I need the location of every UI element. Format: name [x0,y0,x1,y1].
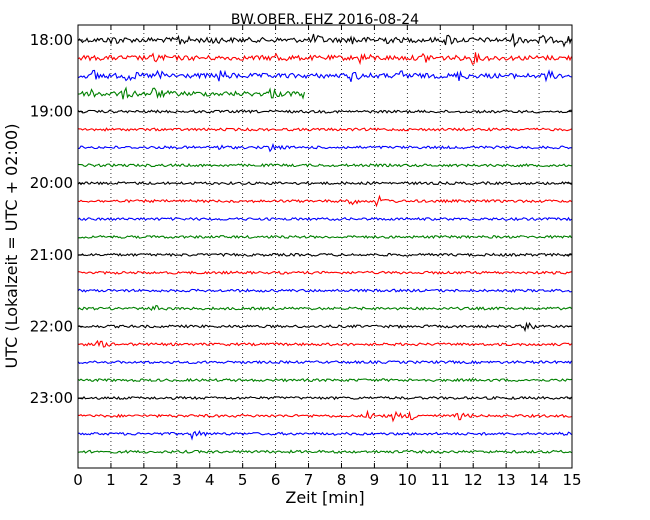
seismogram-trace [77,180,572,186]
x-tick-label: 2 [139,471,149,489]
seismogram-trace [77,409,572,423]
seismogram-trace [77,163,572,168]
seismogram-traces [77,33,573,454]
seismogram-trace [77,430,572,441]
x-tick-label: 3 [172,471,182,489]
seismogram-trace [77,395,572,401]
x-tick-label: 1 [106,471,116,489]
x-tick-label: 0 [73,471,83,489]
chart-title: BW.OBER..EHZ 2016-08-24 [231,12,419,28]
y-axis-ticks: 18:00 19:00 20:00 21:00 22:00 23:00 [30,31,572,407]
y-tick-label: 21:00 [30,246,73,264]
y-tick-label: 22:00 [30,317,73,335]
x-tick-label: 4 [205,471,215,489]
seismogram-trace [77,377,572,383]
x-tick-label: 11 [431,471,450,489]
seismogram-trace [77,270,572,275]
plot-frame [77,24,573,469]
x-tick-label: 13 [497,471,516,489]
x-tick-label: 8 [337,471,347,489]
seismogram-trace [77,216,572,222]
seismogram-trace [77,359,572,365]
y-axis-label: UTC (Lokalzeit = UTC + 02:00) [2,124,21,369]
seismogram-trace [77,142,572,153]
y-tick-label: 20:00 [30,174,73,192]
x-axis-label: Zeit [min] [285,488,364,507]
seismogram-trace [77,86,306,100]
x-tick-label: 5 [238,471,248,489]
x-tick-label: 10 [398,471,417,489]
x-axis-ticks: 0 1 2 3 4 5 6 7 8 9 10 11 12 13 14 15 [73,25,582,489]
seismogram-trace [77,52,573,66]
seismogram-trace [77,33,573,48]
seismogram-trace [77,234,572,240]
seismogram-trace [77,194,572,208]
seismogram-trace [77,339,572,348]
seismogram-trace [77,252,572,258]
seismogram-trace [77,304,572,311]
seismogram-trace [77,449,572,454]
x-tick-label: 7 [304,471,314,489]
seismogram-trace [77,127,572,132]
seismogram-trace [77,321,572,333]
x-tick-label: 12 [464,471,483,489]
x-tick-label: 15 [562,471,581,489]
y-tick-label: 18:00 [30,31,73,49]
x-tick-label: 14 [530,471,549,489]
seismogram-trace [77,69,572,83]
seismogram-trace [77,288,572,293]
x-tick-label: 9 [370,471,380,489]
y-tick-label: 23:00 [30,389,73,407]
y-tick-label: 19:00 [30,103,73,121]
seismogram-trace [77,109,572,114]
x-tick-label: 6 [271,471,281,489]
